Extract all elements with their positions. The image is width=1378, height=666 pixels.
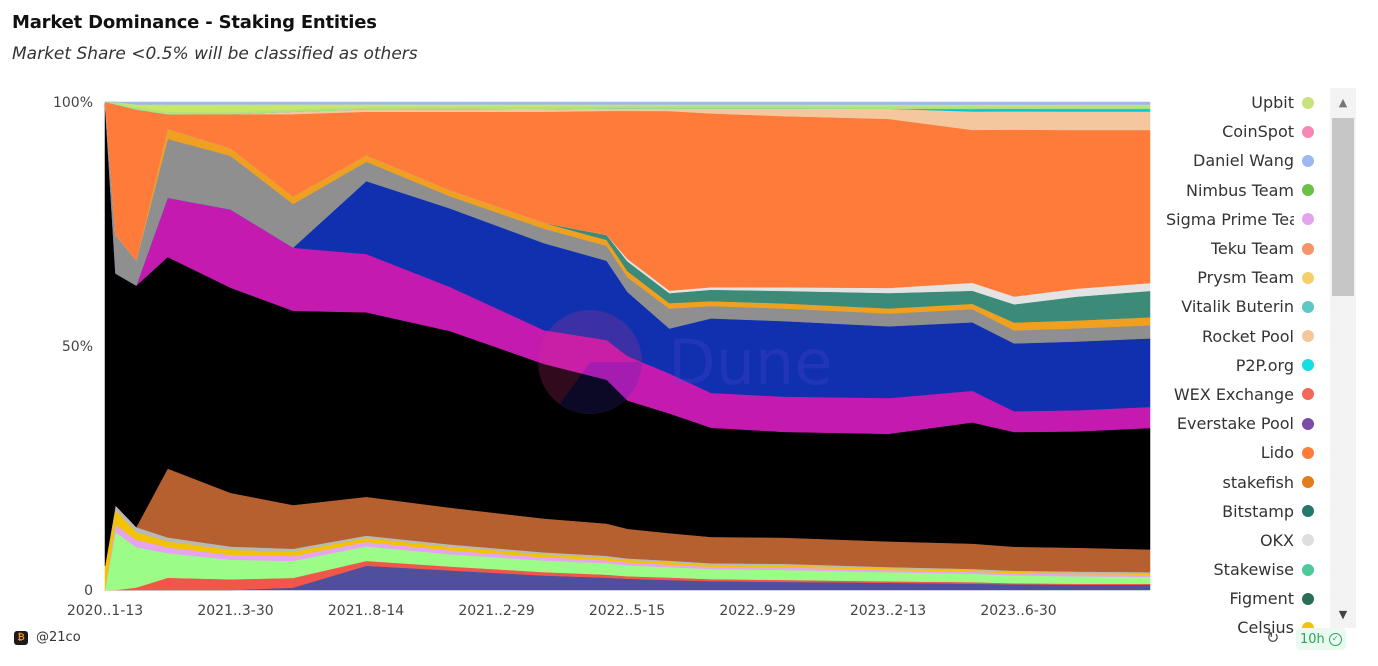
y-tick-label: 100% <box>53 95 93 111</box>
stacked-area-chart: Dune 0 50% 100% 2020..1-13 2021..3-30 2021..… <box>53 95 1151 619</box>
legend-item[interactable]: Rocket Pool <box>1158 322 1320 351</box>
legend-item[interactable]: Teku Team <box>1158 234 1320 263</box>
x-tick-label: 2020..1-13 <box>67 603 143 619</box>
y-axis: 0 50% 100% <box>53 95 93 599</box>
x-tick-label: 2021..3-30 <box>197 603 273 619</box>
y-tick-label: 50% <box>62 339 93 355</box>
legend-label: P2P.org <box>1235 355 1294 375</box>
legend-label: Teku Team <box>1210 239 1294 259</box>
legend-label: Rocket Pool <box>1202 326 1294 346</box>
legend-swatch <box>1302 300 1314 313</box>
legend-swatch <box>1302 242 1314 255</box>
legend-item[interactable]: P2P.org <box>1158 351 1320 380</box>
footer: ₿ @21co <box>14 630 81 645</box>
chevron-up-icon[interactable]: ▲ <box>1338 95 1348 109</box>
legend-swatch <box>1302 271 1314 284</box>
legend-swatch <box>1302 125 1314 138</box>
x-tick-label: 2023..6-30 <box>980 603 1056 619</box>
legend-label: Daniel Wang <box>1193 151 1294 171</box>
area-upbit <box>105 101 1151 105</box>
check-circle-icon: ✓ <box>1328 632 1342 646</box>
scroll-thumb[interactable] <box>1332 118 1354 296</box>
legend-swatch <box>1302 388 1314 401</box>
legend-label: WEX Exchange <box>1173 384 1294 404</box>
legend-item[interactable]: Prysm Team <box>1158 263 1320 292</box>
x-axis: 2020..1-13 2021..3-30 2021..8-14 2021..2-29… <box>67 603 1057 619</box>
chart-title: Market Dominance - Staking Entities <box>12 12 377 33</box>
legend-swatch <box>1302 330 1314 343</box>
legend-swatch <box>1302 417 1314 430</box>
legend-item[interactable]: Upbit <box>1158 88 1320 117</box>
legend-item[interactable]: OKX <box>1158 526 1320 555</box>
legend-item[interactable]: Vitalik Buterin <box>1158 292 1320 321</box>
author-handle[interactable]: @21co <box>36 630 81 645</box>
legend-item[interactable]: Lido <box>1158 438 1320 467</box>
legend-item[interactable]: Figment <box>1158 584 1320 613</box>
legend-swatch <box>1302 563 1314 576</box>
legend-item[interactable]: Daniel Wang <box>1158 146 1320 175</box>
chevron-down-icon[interactable]: ▼ <box>1338 607 1348 621</box>
legend-swatch <box>1302 184 1314 197</box>
legend-label: Nimbus Team <box>1185 180 1294 200</box>
legend-swatch <box>1302 476 1314 489</box>
legend-label: Bitstamp <box>1222 501 1294 521</box>
x-tick-label: 2022..9-29 <box>719 603 795 619</box>
legend-label: Vitalik Buterin <box>1181 297 1294 317</box>
legend-label: CoinSpot <box>1222 122 1294 142</box>
legend-label: Prysm Team <box>1197 268 1294 288</box>
legend-label: Stakewise <box>1213 560 1294 580</box>
legend-item[interactable]: Stakewise <box>1158 555 1320 584</box>
legend-swatch <box>1302 154 1314 167</box>
x-tick-label: 2021..2-29 <box>458 603 534 619</box>
y-tick-label: 0 <box>84 583 93 599</box>
legend-item[interactable]: Nimbus Team <box>1158 176 1320 205</box>
chart-areas <box>104 101 1151 591</box>
refresh-icon[interactable]: ↻ <box>1266 628 1280 647</box>
status-age: 10h <box>1300 631 1325 647</box>
x-tick-label: 2021..8-14 <box>328 603 404 619</box>
legend-label: stakefish <box>1222 472 1294 492</box>
legend-item[interactable]: Everstake Pool <box>1158 409 1320 438</box>
legend-label: Lido <box>1260 443 1294 463</box>
legend-label: Figment <box>1229 589 1294 609</box>
x-tick-label: 2023..2-13 <box>850 603 926 619</box>
legend-swatch <box>1302 505 1314 518</box>
legend-label: OKX <box>1259 530 1294 550</box>
legend-label: Celsius <box>1237 618 1294 638</box>
watermark-text: Dune <box>668 326 832 399</box>
legend-item[interactable]: Sigma Prime Team <box>1158 205 1320 234</box>
legend-swatch <box>1302 534 1314 547</box>
chart-subtitle: Market Share <0.5% will be classified as… <box>12 44 418 64</box>
dune-watermark: Dune <box>538 310 832 414</box>
legend-item[interactable]: stakefish <box>1158 467 1320 496</box>
chart-legend: Upbit CoinSpot Daniel Wang Nimbus Team Sigma… <box>1158 88 1320 638</box>
legend-item[interactable]: WEX Exchange <box>1158 380 1320 409</box>
legend-label: Upbit <box>1251 93 1294 113</box>
legend-item[interactable]: Bitstamp <box>1158 497 1320 526</box>
legend-swatch <box>1302 359 1314 372</box>
legend-label: Sigma Prime Team <box>1166 209 1294 229</box>
x-tick-label: 2022..5-15 <box>589 603 665 619</box>
legend-label: Everstake Pool <box>1176 414 1294 434</box>
legend-swatch <box>1302 592 1314 605</box>
status-badge: 10h ✓ <box>1296 628 1346 650</box>
legend-swatch <box>1302 96 1314 109</box>
legend-swatch <box>1302 213 1314 226</box>
author-avatar-icon: ₿ <box>14 630 28 645</box>
legend-scrollbar[interactable]: ▲ ▼ <box>1330 88 1356 628</box>
legend-swatch <box>1302 446 1314 459</box>
legend-item[interactable]: CoinSpot <box>1158 117 1320 146</box>
